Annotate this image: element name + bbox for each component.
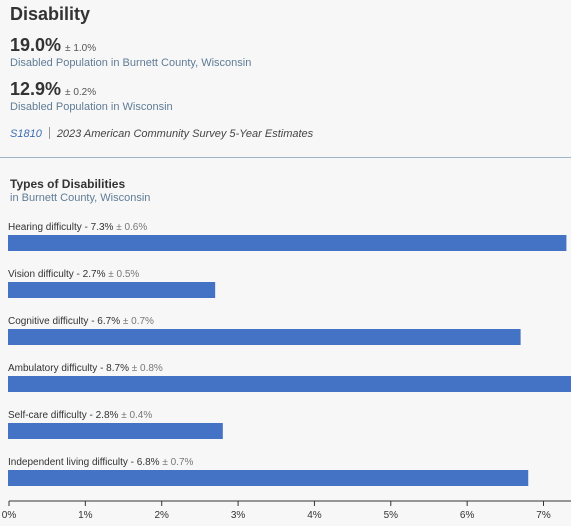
disability-types-chart: Hearing difficulty - 7.3% ± 0.6% Vision d…	[2, 222, 571, 521]
bar-label-text: Ambulatory difficulty - 8.7%	[8, 363, 129, 374]
bar-label-text: Vision difficulty - 2.7%	[8, 269, 106, 280]
bar	[8, 470, 529, 486]
x-tick-label: 1%	[78, 510, 93, 521]
source-separator	[48, 127, 50, 139]
x-tick-label: 2%	[154, 510, 169, 521]
bar-label-moe: ± 0.4%	[118, 410, 152, 421]
bar	[8, 376, 571, 392]
bar-label-moe: ± 0.6%	[113, 222, 147, 233]
source-citation: S1810 2023 American Community Survey 5-Ye…	[10, 127, 313, 140]
x-tick-label: 6%	[460, 510, 475, 521]
state-disability-moe: ± 0.2%	[65, 87, 97, 98]
county-disability-moe: ± 1.0%	[65, 43, 97, 54]
table-code-link[interactable]: S1810	[10, 128, 42, 140]
bar-label-text: Hearing difficulty - 7.3%	[8, 222, 114, 233]
chart-title: Types of Disabilities	[10, 177, 126, 191]
bar-label: Ambulatory difficulty - 8.7% ± 0.8%	[8, 363, 163, 374]
x-tick-label: 7%	[536, 510, 551, 521]
x-tick-label: 3%	[231, 510, 246, 521]
bar	[8, 235, 567, 251]
state-disability-stat: 12.9% ± 0.2% Disabled Population in Wisco…	[10, 79, 173, 113]
source-text: 2023 American Community Survey 5-Year Es…	[56, 128, 314, 140]
bar-label-text: Self-care difficulty - 2.8%	[8, 410, 119, 421]
section-divider	[0, 157, 571, 158]
bar-label-text: Independent living difficulty - 6.8%	[8, 457, 160, 468]
bar-label-moe: ± 0.7%	[120, 316, 154, 327]
bar	[8, 423, 223, 439]
x-tick-label: 0%	[2, 510, 17, 521]
state-disability-label: Disabled Population in Wisconsin	[10, 101, 173, 113]
bar-label: Vision difficulty - 2.7% ± 0.5%	[8, 269, 139, 280]
state-disability-value: 12.9%	[10, 79, 62, 99]
section-title: Disability	[10, 4, 91, 24]
bar-label-moe: ± 0.7%	[160, 457, 194, 468]
bar	[8, 282, 216, 298]
county-disability-stat: 19.0% ± 1.0% Disabled Population in Burne…	[10, 35, 251, 69]
x-tick-label: 4%	[307, 510, 322, 521]
bar-label-moe: ± 0.5%	[105, 269, 139, 280]
bar-label-moe: ± 0.8%	[129, 363, 163, 374]
bar-label: Hearing difficulty - 7.3% ± 0.6%	[8, 222, 147, 233]
county-disability-value: 19.0%	[10, 35, 62, 55]
x-tick-label: 5%	[384, 510, 399, 521]
bar-label: Independent living difficulty - 6.8% ± 0…	[8, 457, 194, 468]
bar-label: Cognitive difficulty - 6.7% ± 0.7%	[8, 316, 154, 327]
bar-label-text: Cognitive difficulty - 6.7%	[8, 316, 120, 327]
county-disability-label: Disabled Population in Burnett County, W…	[10, 57, 252, 69]
bar-label: Self-care difficulty - 2.8% ± 0.4%	[8, 410, 152, 421]
chart-subtitle: in Burnett County, Wisconsin	[10, 192, 151, 204]
bar	[8, 329, 521, 345]
